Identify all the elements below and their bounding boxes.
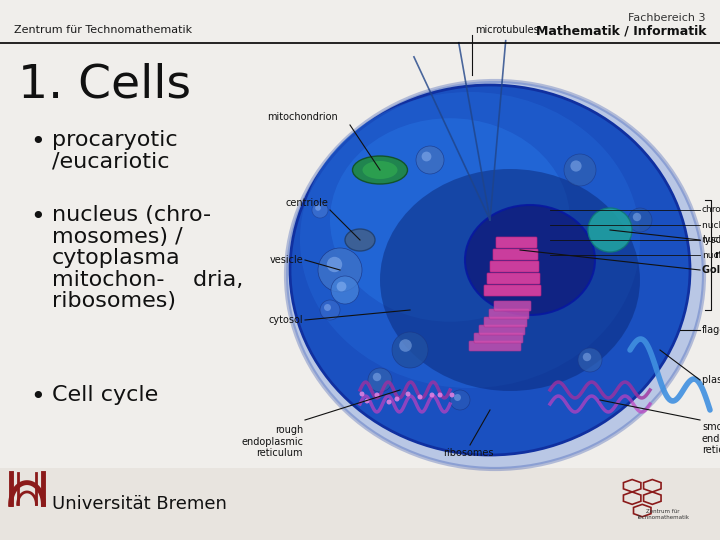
Text: microtubules: microtubules (475, 25, 539, 35)
Circle shape (392, 332, 428, 368)
Circle shape (422, 152, 431, 161)
Circle shape (373, 373, 381, 381)
Text: Cell cycle: Cell cycle (52, 385, 158, 405)
Text: Universität Bremen: Universität Bremen (52, 495, 227, 513)
Text: /eucariotic: /eucariotic (52, 152, 169, 172)
FancyBboxPatch shape (494, 301, 531, 311)
FancyBboxPatch shape (487, 273, 540, 284)
Text: nucleus: nucleus (714, 250, 720, 260)
Text: smooth
endoplasmic
reticulum: smooth endoplasmic reticulum (702, 422, 720, 455)
Circle shape (454, 394, 461, 401)
Text: chromatin: chromatin (702, 206, 720, 214)
Circle shape (395, 401, 400, 406)
Text: •: • (30, 205, 45, 229)
Circle shape (359, 396, 364, 402)
Circle shape (377, 395, 382, 401)
Text: centriole: centriole (285, 198, 328, 208)
FancyBboxPatch shape (489, 309, 529, 319)
Circle shape (570, 160, 582, 172)
Circle shape (331, 276, 359, 304)
Circle shape (324, 304, 331, 311)
Circle shape (312, 202, 328, 218)
Text: Mathematik / Informatik: Mathematik / Informatik (536, 25, 706, 38)
Text: nucleolus: nucleolus (702, 251, 720, 260)
Circle shape (315, 205, 321, 211)
Text: 1. Cells: 1. Cells (18, 62, 191, 107)
Text: nuclear envelope: nuclear envelope (702, 220, 720, 230)
Text: flagellum: flagellum (702, 325, 720, 335)
Text: Fachbereich 3: Fachbereich 3 (629, 13, 706, 23)
FancyBboxPatch shape (493, 249, 538, 260)
Text: nuclear pore: nuclear pore (702, 235, 720, 245)
Ellipse shape (300, 92, 640, 388)
Circle shape (582, 353, 591, 361)
Ellipse shape (380, 169, 640, 391)
Circle shape (399, 339, 412, 352)
Ellipse shape (353, 156, 408, 184)
Text: vesicle: vesicle (269, 255, 303, 265)
Circle shape (318, 248, 362, 292)
Ellipse shape (286, 81, 704, 469)
Text: ribosomes): ribosomes) (52, 292, 176, 312)
FancyBboxPatch shape (479, 325, 525, 335)
Text: procaryotic: procaryotic (52, 130, 178, 150)
Circle shape (369, 392, 374, 396)
FancyBboxPatch shape (469, 341, 521, 351)
Circle shape (368, 368, 392, 392)
Circle shape (448, 395, 452, 400)
Text: •: • (30, 385, 45, 409)
Text: plasma membrane: plasma membrane (702, 375, 720, 385)
Ellipse shape (465, 205, 595, 315)
Circle shape (578, 348, 602, 372)
Ellipse shape (290, 85, 690, 455)
Text: •: • (30, 130, 45, 154)
Circle shape (416, 146, 444, 174)
Text: lysosome: lysosome (702, 235, 720, 245)
Circle shape (564, 154, 596, 186)
Circle shape (628, 208, 652, 232)
Circle shape (337, 281, 346, 292)
Circle shape (387, 394, 392, 399)
Text: cytosol: cytosol (269, 315, 303, 325)
Bar (0, 468, 720, 540)
Circle shape (327, 257, 342, 272)
FancyBboxPatch shape (484, 317, 527, 327)
Text: ribosomes: ribosomes (443, 448, 493, 458)
Text: Zentrum für Technomathematik: Zentrum für Technomathematik (14, 25, 192, 35)
FancyBboxPatch shape (484, 285, 541, 296)
FancyBboxPatch shape (496, 237, 537, 248)
Ellipse shape (362, 161, 397, 179)
Circle shape (588, 208, 632, 252)
Circle shape (426, 395, 431, 400)
Circle shape (633, 213, 642, 221)
Circle shape (450, 390, 470, 410)
Circle shape (408, 396, 413, 402)
Ellipse shape (330, 118, 570, 322)
Text: rough
endoplasmic
reticulum: rough endoplasmic reticulum (241, 425, 303, 458)
Ellipse shape (345, 229, 375, 251)
Text: Golgi complex: Golgi complex (702, 265, 720, 275)
Text: nucleus (chro-: nucleus (chro- (52, 205, 211, 225)
Text: cytoplasma: cytoplasma (52, 248, 181, 268)
Text: Zentrum für
Technomathematik: Zentrum für Technomathematik (636, 509, 689, 520)
FancyBboxPatch shape (474, 333, 523, 343)
Circle shape (420, 395, 425, 400)
Text: mosomes) /: mosomes) / (52, 227, 183, 247)
Text: mitochon-    dria,: mitochon- dria, (52, 270, 243, 290)
Circle shape (320, 300, 340, 320)
Circle shape (438, 397, 443, 402)
Text: mitochondrion: mitochondrion (267, 112, 338, 122)
FancyBboxPatch shape (490, 261, 539, 272)
